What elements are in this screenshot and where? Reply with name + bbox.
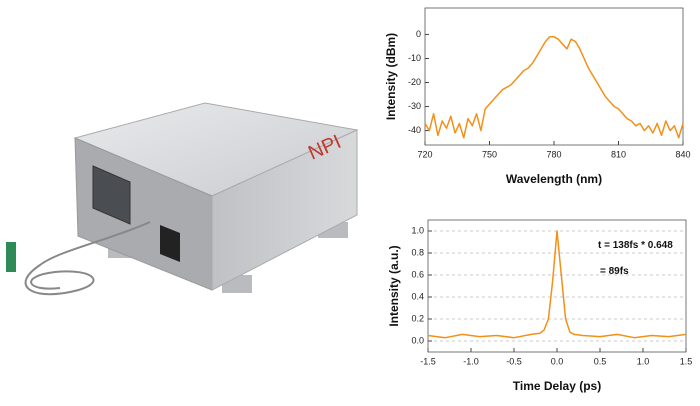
plot-frame — [427, 219, 687, 353]
y-tick-label: -20 — [408, 77, 421, 87]
x-tick-label: 840 — [675, 149, 690, 159]
y-tick-label: -30 — [408, 101, 421, 111]
x-tick-label: 0.5 — [594, 356, 607, 366]
data-line — [427, 230, 687, 339]
plot-frame — [424, 7, 684, 146]
x-tick-label: -1.5 — [420, 356, 436, 366]
x-tick-label: -1.0 — [463, 356, 479, 366]
device-photo: NPI — [6, 102, 359, 296]
y-axis-label: Intensity (dBm) — [384, 33, 398, 120]
connector — [160, 225, 180, 262]
y-tick-label: -10 — [408, 53, 421, 63]
y-tick-label: 0.8 — [411, 247, 424, 257]
x-tick-label: 1.0 — [637, 356, 650, 366]
x-tick-label: 750 — [482, 149, 497, 159]
annotation: = 89fs — [600, 266, 629, 277]
fiber-plug — [6, 242, 16, 272]
x-tick-label: 1.5 — [680, 356, 693, 366]
box-side — [211, 129, 358, 291]
screen — [92, 165, 131, 225]
y-tick-label: 0.2 — [411, 313, 424, 323]
x-tick-label: -0.5 — [506, 356, 522, 366]
data-line — [424, 36, 684, 139]
y-tick-label: 0.6 — [411, 269, 424, 279]
y-tick-label: 0.4 — [411, 291, 424, 301]
x-tick-label: 720 — [417, 149, 432, 159]
x-axis-label: Time Delay (ps) — [513, 379, 601, 393]
annotation: t = 138fs * 0.648 — [598, 240, 673, 251]
x-axis-label: Wavelength (nm) — [506, 172, 602, 186]
fiber — [24, 221, 151, 296]
y-tick-label: 1.0 — [411, 225, 424, 235]
x-tick-label: 780 — [546, 149, 561, 159]
x-tick-label: 0.0 — [551, 356, 564, 366]
y-tick-label: 0.0 — [411, 335, 424, 345]
y-tick-label: -40 — [408, 125, 421, 135]
y-axis-label: Intensity (a.u.) — [387, 245, 401, 326]
y-tick-label: 0 — [416, 29, 421, 39]
x-tick-label: 810 — [611, 149, 626, 159]
